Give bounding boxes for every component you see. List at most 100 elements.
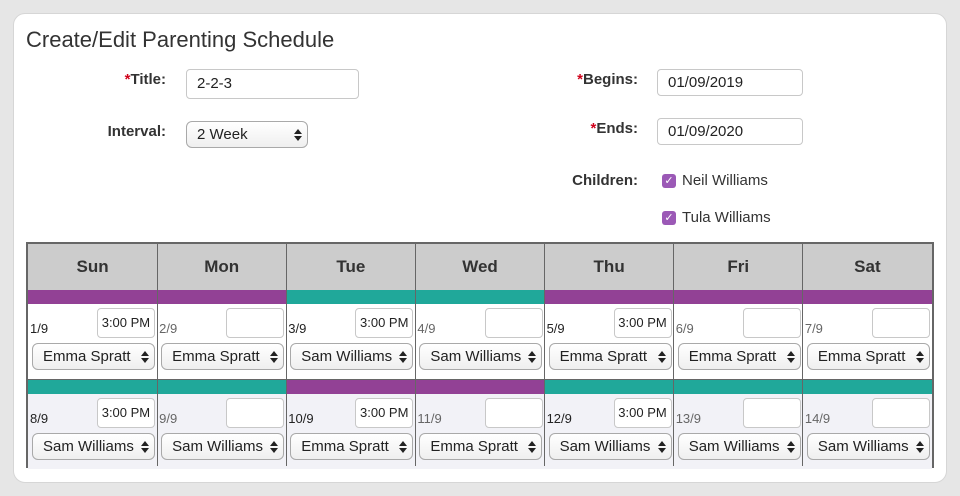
parent-select[interactable]: Emma Spratt (806, 343, 930, 370)
custody-bar (415, 290, 545, 304)
exchange-time-input[interactable] (226, 398, 285, 428)
parent-select[interactable]: Sam Williams (548, 433, 672, 460)
calendar-day-cell: 7/9 Emma Spratt (803, 304, 932, 379)
exchange-time-input[interactable]: 3:00 PM (97, 308, 156, 338)
column-divider (673, 244, 675, 466)
parent-select-value: Sam Williams (559, 438, 651, 455)
day-date: 3/9 (288, 321, 307, 336)
select-arrows-icon (915, 440, 924, 453)
day-header-label: Sun (76, 257, 109, 276)
column-divider (285, 244, 287, 466)
interval-label: Interval: (107, 123, 166, 140)
custody-bar (802, 290, 932, 304)
exchange-time-input[interactable] (226, 308, 285, 338)
exchange-time-input[interactable] (871, 398, 930, 428)
begins-date-input[interactable]: 01/09/2019 (657, 69, 803, 96)
day-date: 10/9 (288, 411, 314, 426)
parent-select[interactable]: Emma Spratt (548, 343, 672, 370)
select-arrows-icon (786, 350, 795, 363)
checkbox-checked-icon[interactable]: ✓ (662, 210, 676, 225)
parent-select-value: Emma Spratt (559, 348, 648, 365)
parent-select[interactable]: Sam Williams (419, 343, 543, 370)
day-date: 7/9 (804, 321, 823, 336)
calendar-day-cell: 5/9 3:00 PM Emma Spratt (545, 304, 674, 379)
parent-select[interactable]: Emma Spratt (677, 343, 801, 370)
calendar-day-cell: 14/9 Sam Williams (802, 394, 932, 469)
exchange-time-input[interactable]: 3:00 PM (613, 308, 672, 338)
day-date: 2/9 (159, 321, 178, 336)
title-label: *Title: (124, 71, 166, 88)
day-header-label: Wed (462, 257, 498, 276)
select-arrows-icon (786, 440, 795, 453)
ends-label: *Ends: (590, 120, 638, 137)
select-arrows-icon (657, 440, 666, 453)
day-header-label: Sat (854, 257, 881, 276)
child-checkbox-neil[interactable]: ✓ Neil Williams (662, 172, 768, 189)
custody-bar (28, 380, 158, 394)
exchange-time-input[interactable]: 3:00 PM (355, 398, 414, 428)
child-checkbox-tula[interactable]: ✓ Tula Williams (662, 209, 771, 226)
custody-bar (802, 380, 932, 394)
day-date: 14/9 (804, 411, 831, 426)
required-mark: * (124, 71, 131, 88)
calendar-day-cell: 4/9 Sam Williams (415, 304, 544, 379)
day-date: 5/9 (546, 321, 565, 336)
exchange-time-input[interactable] (484, 398, 543, 428)
checkbox-checked-icon[interactable]: ✓ (662, 173, 676, 188)
calendar-day-cell: 10/9 3:00 PM Emma Spratt (286, 394, 416, 469)
parent-select-value: Sam Williams (817, 438, 909, 455)
interval-select[interactable]: 2 Week (186, 121, 308, 148)
exchange-time-input[interactable] (742, 308, 801, 338)
calendar-day-cell: 3/9 3:00 PM Sam Williams (286, 304, 415, 379)
parent-select-value: Sam Williams (430, 348, 522, 365)
select-arrows-icon (528, 350, 537, 363)
parent-select-value: Sam Williams (43, 438, 134, 455)
parent-select-value: Emma Spratt (430, 438, 518, 455)
exchange-time-input[interactable] (871, 308, 930, 338)
exchange-time-input[interactable]: 3:00 PM (355, 308, 414, 338)
page-title: Create/Edit Parenting Schedule (26, 27, 335, 52)
parent-select[interactable]: Emma Spratt (32, 343, 155, 370)
custody-bar (157, 380, 287, 394)
select-arrows-icon (294, 128, 302, 141)
column-divider (414, 244, 416, 466)
parent-select[interactable]: Sam Williams (32, 433, 155, 460)
parent-select-value: Emma Spratt (688, 348, 777, 365)
day-date: 8/9 (30, 411, 49, 426)
row-divider (28, 379, 932, 380)
exchange-time-input[interactable] (742, 398, 801, 428)
children-label: Children: (572, 172, 638, 189)
custody-bar (157, 290, 287, 304)
custody-bar (673, 380, 803, 394)
exchange-time-input[interactable]: 3:00 PM (97, 398, 156, 428)
custody-bar (544, 290, 674, 304)
select-arrows-icon (915, 350, 924, 363)
ends-date-input[interactable]: 01/09/2020 (657, 118, 803, 145)
custody-bar (28, 290, 158, 304)
day-header-label: Mon (204, 257, 240, 276)
parent-select[interactable]: Sam Williams (677, 433, 801, 460)
calendar-day-cell: 12/9 3:00 PM Sam Williams (544, 394, 674, 469)
day-date: 9/9 (159, 411, 178, 426)
column-divider (544, 244, 546, 466)
day-header-thu: Thu (544, 244, 674, 290)
parent-select[interactable]: Emma Spratt (161, 343, 285, 370)
day-date: 11/9 (417, 411, 442, 426)
parent-select[interactable]: Sam Williams (290, 343, 414, 370)
parent-select[interactable]: Emma Spratt (290, 433, 414, 460)
parent-select[interactable]: Sam Williams (161, 433, 285, 460)
title-input[interactable]: 2-2-3 (186, 69, 359, 99)
day-header-sat: Sat (802, 244, 932, 290)
select-arrows-icon (528, 440, 537, 453)
day-header-wed: Wed (415, 244, 545, 290)
day-header-sun: Sun (28, 244, 158, 290)
parent-select[interactable]: Sam Williams (806, 433, 930, 460)
begins-label: *Begins: (577, 71, 638, 88)
day-date: 6/9 (675, 321, 694, 336)
parent-select-value: Sam Williams (172, 438, 263, 455)
child-name: Neil Williams (682, 172, 768, 189)
exchange-time-input[interactable]: 3:00 PM (613, 398, 672, 428)
exchange-time-input[interactable] (484, 308, 543, 338)
parent-select[interactable]: Emma Spratt (419, 433, 543, 460)
child-name: Tula Williams (682, 209, 771, 226)
